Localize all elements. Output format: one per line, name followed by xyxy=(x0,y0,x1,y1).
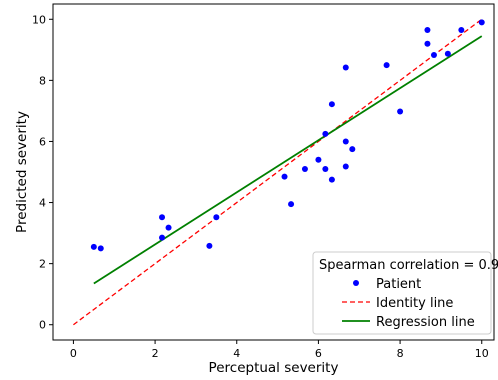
legend-label-regression: Regression line xyxy=(376,315,475,330)
patient-point xyxy=(165,224,172,231)
y-tick-label: 8 xyxy=(39,74,46,87)
legend: Spearman correlation = 0.94 Patient Iden… xyxy=(312,251,498,335)
x-axis-label: Perceptual severity xyxy=(209,360,339,376)
patient-point xyxy=(159,214,166,221)
patient-point xyxy=(342,64,349,71)
x-tick-label: 2 xyxy=(152,347,159,360)
legend-title: Spearman correlation = 0.94 xyxy=(319,258,498,273)
patient-point xyxy=(397,108,404,115)
x-tick-label: 10 xyxy=(475,347,489,360)
patient-point xyxy=(301,165,308,172)
legend-label-patient: Patient xyxy=(376,277,421,292)
x-tick-label: 6 xyxy=(315,347,322,360)
patient-point xyxy=(322,130,329,137)
patient-point xyxy=(342,163,349,170)
regression-line xyxy=(93,35,483,285)
y-tick-label: 10 xyxy=(32,13,46,26)
patient-point xyxy=(97,245,104,252)
patient-point xyxy=(342,138,349,145)
x-tick-label: 0 xyxy=(70,347,77,360)
patient-point xyxy=(159,234,166,241)
patient-point xyxy=(206,242,213,249)
axis-ticks: 0 2 4 6 8 10 0 2 4 6 8 10 xyxy=(32,13,489,360)
patient-point xyxy=(213,214,220,221)
plot-area-frame xyxy=(52,3,495,341)
x-tick-label: 8 xyxy=(397,347,404,360)
legend-label-identity: Identity line xyxy=(376,296,453,311)
identity-line xyxy=(73,18,483,326)
patient-point xyxy=(328,176,335,183)
patient-point xyxy=(349,146,356,153)
legend-marker-patient xyxy=(353,280,359,286)
patient-point xyxy=(478,19,485,26)
patient-point xyxy=(424,40,431,47)
legend-box xyxy=(312,251,492,335)
patient-point xyxy=(90,243,97,250)
patient-point xyxy=(322,165,329,172)
patient-point xyxy=(430,52,437,59)
patient-point xyxy=(424,26,431,33)
y-tick-label: 2 xyxy=(39,258,46,271)
y-tick-label: 0 xyxy=(39,319,46,332)
y-axis-label: Predicted severity xyxy=(14,111,30,233)
y-tick-label: 6 xyxy=(39,135,46,148)
patient-point xyxy=(458,26,465,33)
y-tick-label: 4 xyxy=(39,197,46,210)
patient-point xyxy=(288,201,295,208)
patient-point xyxy=(281,173,288,180)
x-tick-label: 4 xyxy=(233,347,240,360)
patient-point xyxy=(444,50,451,57)
patient-point xyxy=(383,62,390,69)
patient-point xyxy=(315,156,322,163)
patient-point xyxy=(328,101,335,108)
